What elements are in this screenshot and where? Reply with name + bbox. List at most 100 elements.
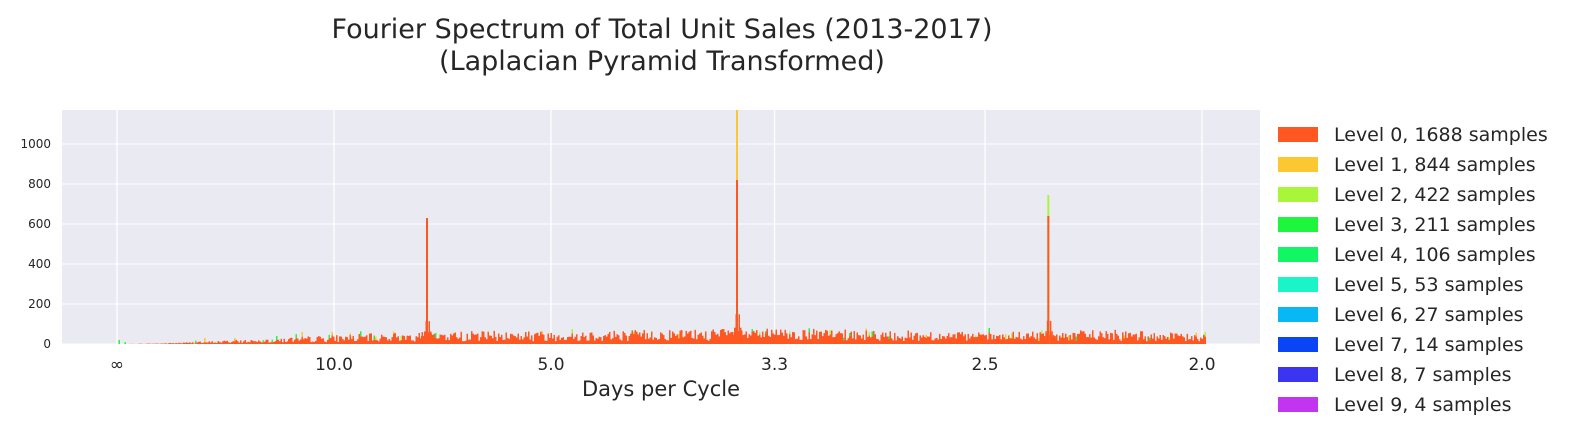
spectrum-bar: [531, 335, 533, 344]
spectrum-bar: [276, 340, 278, 344]
spectrum-bar: [915, 333, 917, 344]
spectrum-bar: [715, 334, 717, 344]
spectrum-bar: [883, 336, 885, 344]
spectrum-bar: [804, 330, 806, 344]
spectrum-bar: [303, 339, 305, 344]
spectrum-bar: [1201, 338, 1203, 344]
spectrum-bar: [366, 335, 368, 344]
spectrum-bar: [475, 334, 477, 344]
spectrum-bar: [798, 336, 800, 344]
spectrum-bar-upper: [400, 336, 402, 341]
legend: Level 0, 1688 samples Level 1, 844 sample…: [1278, 124, 1548, 416]
spectrum-bar: [288, 339, 290, 344]
spectrum-bar: [373, 339, 375, 344]
spectrum-bar: [1153, 333, 1155, 344]
spectrum-bar: [1017, 337, 1019, 344]
spectrum-bar: [675, 335, 677, 344]
spectrum-bar: [477, 333, 479, 344]
spectrum-bar: [1101, 333, 1103, 344]
spectrum-bar: [594, 340, 596, 344]
spectrum-bar: [549, 337, 551, 344]
spectrum-bar: [418, 332, 420, 344]
spectrum-peak: [426, 218, 428, 344]
spectrum-bar: [720, 329, 722, 344]
spectrum-bar: [1182, 336, 1184, 344]
spectrum-bar: [585, 335, 587, 344]
spectrum-bar: [1116, 333, 1118, 344]
y-tick-label: 600: [28, 217, 51, 231]
spectrum-bar: [1173, 338, 1175, 344]
spectrum-bar: [466, 333, 468, 344]
spectrum-bar: [943, 336, 945, 344]
spectrum-bar: [462, 341, 464, 344]
spectrum-bar: [495, 336, 497, 344]
spectrum-bar-upper: [843, 337, 845, 341]
spectrum-bar: [750, 335, 752, 344]
spectrum-bar-upper: [393, 331, 395, 334]
spectrum-bar: [933, 340, 935, 344]
spectrum-bar: [1188, 339, 1190, 344]
x-axis-ticks: ∞ 10.0 5.0 3.3 2.5 2.0: [110, 355, 1216, 375]
spectrum-bar: [916, 332, 918, 344]
spectrum-bar: [315, 340, 317, 344]
spectrum-bar: [826, 330, 828, 344]
spectrum-bar: [1065, 333, 1067, 344]
spectrum-bar: [1092, 330, 1094, 344]
spectrum-bar: [564, 340, 566, 344]
spectrum-bar: [600, 337, 602, 344]
spectrum-bar: [666, 340, 668, 344]
spectrum-bar: [934, 338, 936, 344]
spectrum-bar: [651, 331, 653, 344]
spectrum-bar: [211, 341, 213, 344]
spectrum-bar: [309, 337, 311, 344]
spectrum-bar: [781, 332, 783, 344]
spectrum-bar: [925, 337, 927, 344]
spectrum-bar: [945, 338, 947, 344]
spectrum-bar: [682, 337, 684, 344]
spectrum-bar: [937, 339, 939, 344]
spectrum-bar: [1185, 341, 1187, 344]
spectrum-bar: [688, 331, 690, 344]
spectrum-bar: [433, 336, 435, 344]
spectrum-bar: [406, 335, 408, 344]
spectrum-bar: [637, 334, 639, 344]
spectrum-bar: [442, 335, 444, 344]
spectrum-bar: [718, 336, 720, 344]
spectrum-bar: [889, 331, 891, 344]
spectrum-bar: [849, 336, 851, 344]
spectrum-bar: [220, 342, 222, 344]
spectrum-bar: [946, 335, 948, 344]
spectrum-bar: [456, 337, 458, 344]
spectrum-bar: [313, 341, 315, 344]
spectrum-bar: [855, 339, 857, 344]
spectrum-bar: [346, 337, 348, 344]
spectrum-bar: [906, 338, 908, 344]
spectrum-bar: [1029, 337, 1031, 344]
spectrum-bar: [510, 333, 512, 344]
spectrum-bar: [1147, 336, 1149, 344]
spectrum-bar: [840, 333, 842, 344]
y-tick-label: 800: [28, 177, 51, 191]
spectrum-bar: [859, 335, 861, 344]
spectrum-bar: [642, 333, 644, 344]
spectrum-bar: [573, 338, 575, 344]
spectrum-bar: [783, 335, 785, 344]
spectrum-bar: [1189, 339, 1191, 344]
spectrum-bar: [1165, 338, 1167, 344]
spectrum-bar: [556, 336, 558, 344]
spectrum-bar: [1129, 332, 1131, 344]
spectrum-bar: [234, 341, 236, 344]
spectrum-bar: [202, 342, 204, 344]
spectrum-bar: [393, 333, 395, 344]
x-tick-label: 10.0: [315, 355, 353, 375]
spectrum-bar: [246, 342, 248, 344]
spectrum-bar: [628, 336, 630, 344]
y-tick-label: 400: [28, 257, 51, 271]
spectrum-bar-upper: [988, 327, 990, 333]
legend-swatch: [1278, 217, 1318, 232]
spectrum-bar: [505, 332, 507, 344]
spectrum-bar: [909, 337, 911, 344]
spectrum-bar: [219, 341, 221, 344]
spectrum-bar: [428, 321, 430, 344]
spectrum-bar: [267, 339, 269, 344]
